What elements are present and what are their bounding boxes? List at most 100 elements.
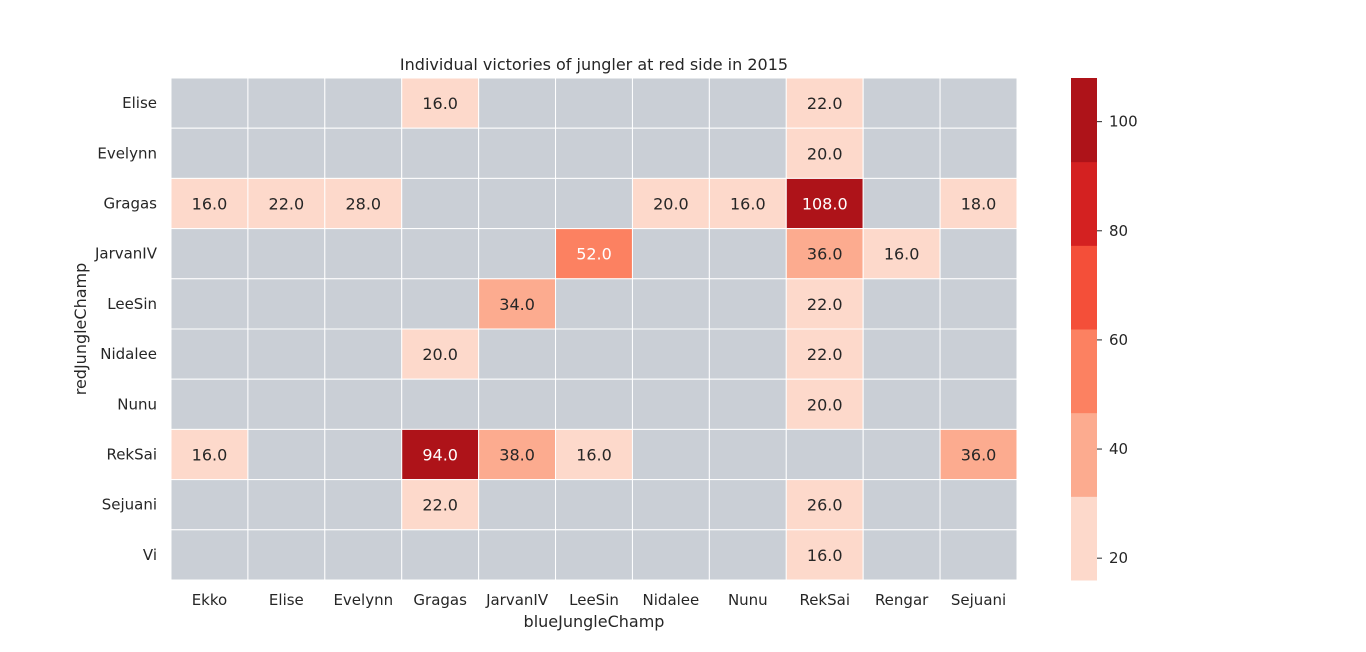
heatmap-cell bbox=[708, 127, 787, 179]
y-tick-label: Elise bbox=[122, 94, 157, 112]
heatmap-cell bbox=[170, 328, 249, 380]
heatmap-cell bbox=[708, 479, 787, 531]
heatmap-cell bbox=[862, 428, 941, 481]
cell-value-label: 16.0 bbox=[884, 245, 920, 264]
cell-value-label: 20.0 bbox=[653, 195, 689, 214]
heatmap-cell bbox=[555, 77, 633, 129]
heatmap-cell bbox=[708, 378, 787, 430]
cell-value-label: 22.0 bbox=[807, 345, 843, 364]
y-tick-label: Evelynn bbox=[97, 144, 157, 162]
heatmap-cell bbox=[478, 228, 557, 280]
x-tick-labels: Ekko Elise Evelynn Gragas JarvanIV LeeSin Nida… bbox=[192, 591, 1006, 609]
heatmap-cell bbox=[785, 127, 864, 179]
cell-value-label: 16.0 bbox=[576, 446, 612, 465]
x-tick-label: Nunu bbox=[728, 591, 768, 609]
cell-value-label: 36.0 bbox=[807, 245, 843, 264]
heatmap-cell bbox=[862, 328, 941, 380]
heatmap-cell bbox=[862, 127, 941, 179]
heatmap-cell bbox=[631, 328, 710, 380]
heatmap-cell bbox=[324, 479, 403, 531]
heatmap-cell bbox=[708, 77, 787, 129]
heatmap-cell bbox=[170, 77, 249, 129]
heatmap-cell bbox=[939, 479, 1018, 531]
heatmap-cell bbox=[939, 278, 1018, 330]
heatmap-cell bbox=[401, 77, 480, 129]
y-tick-label: LeeSin bbox=[107, 295, 157, 313]
heatmap-cell bbox=[401, 378, 480, 430]
cell-value-label: 94.0 bbox=[422, 446, 458, 465]
x-tick-label: Evelynn bbox=[333, 591, 393, 609]
cell-value-label: 16.0 bbox=[192, 446, 228, 465]
heatmap-cell bbox=[785, 479, 864, 531]
heatmap-cell bbox=[247, 378, 326, 430]
heatmap-cell bbox=[170, 529, 249, 581]
x-tick-label: Nidalee bbox=[643, 591, 700, 609]
colorbar-segment bbox=[1071, 496, 1097, 581]
cell-value-label: 36.0 bbox=[961, 446, 997, 465]
colorbar-tick-label: 60 bbox=[1109, 331, 1128, 349]
cell-value-label: 20.0 bbox=[807, 395, 843, 414]
y-tick-label: Sejuani bbox=[102, 496, 157, 514]
cell-value-label: 22.0 bbox=[807, 94, 843, 113]
heatmap-cell bbox=[939, 77, 1018, 129]
cell-value-label: 28.0 bbox=[345, 195, 381, 214]
heatmap-cell bbox=[478, 378, 557, 430]
heatmap-cell bbox=[785, 77, 864, 129]
heatmap-cell bbox=[708, 328, 787, 380]
heatmap-cell bbox=[555, 428, 633, 481]
heatmap-cell bbox=[247, 127, 326, 179]
heatmap-cell bbox=[247, 278, 326, 330]
heatmap-cell bbox=[939, 378, 1018, 430]
heatmap-cell bbox=[478, 278, 557, 330]
cell-value-label: 16.0 bbox=[730, 195, 766, 214]
heatmap-cell bbox=[401, 529, 480, 581]
heatmap-cell bbox=[708, 428, 787, 481]
x-tick-label: Sejuani bbox=[951, 591, 1006, 609]
heatmap-cell bbox=[170, 428, 249, 481]
heatmap-cell bbox=[555, 479, 633, 531]
chart-title: Individual victories of jungler at red s… bbox=[400, 55, 788, 74]
heatmap-cell bbox=[324, 378, 403, 430]
heatmap-cell bbox=[708, 278, 787, 330]
heatmap-cell bbox=[631, 127, 710, 179]
cell-value-label: 20.0 bbox=[422, 345, 458, 364]
y-tick-label: RekSai bbox=[106, 446, 157, 464]
heatmap-cells: 16.0 22.0 20.0 16.0 22.0 28.0 20.0 16.0 108.0 18.… bbox=[170, 77, 1018, 581]
heatmap-cell bbox=[324, 328, 403, 380]
heatmap-cell bbox=[939, 177, 1018, 230]
heatmap-cell bbox=[478, 479, 557, 531]
heatmap-cell bbox=[785, 328, 864, 380]
heatmap-cell bbox=[324, 127, 403, 179]
heatmap-cell bbox=[324, 278, 403, 330]
heatmap-cell bbox=[708, 228, 787, 280]
y-axis-label: redJungleChamp bbox=[71, 263, 90, 396]
x-tick-label: LeeSin bbox=[569, 591, 619, 609]
heatmap-cell bbox=[401, 228, 480, 280]
cell-value-label: 22.0 bbox=[422, 496, 458, 515]
cell-value-label: 16.0 bbox=[422, 94, 458, 113]
colorbar-segment bbox=[1071, 412, 1097, 497]
y-tick-label: Gragas bbox=[103, 195, 157, 213]
heatmap-cell bbox=[555, 127, 633, 179]
colorbar-tick-label: 100 bbox=[1109, 113, 1138, 131]
heatmap-cell bbox=[170, 278, 249, 330]
heatmap-cell bbox=[478, 127, 557, 179]
heatmap-cell bbox=[862, 479, 941, 531]
colorbar-tick-label: 80 bbox=[1109, 222, 1128, 240]
heatmap-cell bbox=[555, 328, 633, 380]
cell-value-label: 16.0 bbox=[192, 195, 228, 214]
heatmap-cell bbox=[401, 177, 480, 230]
heatmap-cell bbox=[247, 479, 326, 531]
heatmap-cell bbox=[324, 77, 403, 129]
x-axis-label: blueJungleChamp bbox=[524, 612, 665, 631]
cell-value-label: 18.0 bbox=[961, 195, 997, 214]
heatmap-cell bbox=[247, 228, 326, 280]
heatmap-cell bbox=[939, 428, 1018, 481]
heatmap-cell bbox=[324, 529, 403, 581]
heatmap-cell bbox=[862, 177, 941, 230]
colorbar-tick-label: 20 bbox=[1109, 549, 1128, 567]
colorbar-segment bbox=[1071, 329, 1097, 414]
heatmap-cell bbox=[401, 328, 480, 380]
x-tick-label: JarvanIV bbox=[485, 591, 549, 609]
